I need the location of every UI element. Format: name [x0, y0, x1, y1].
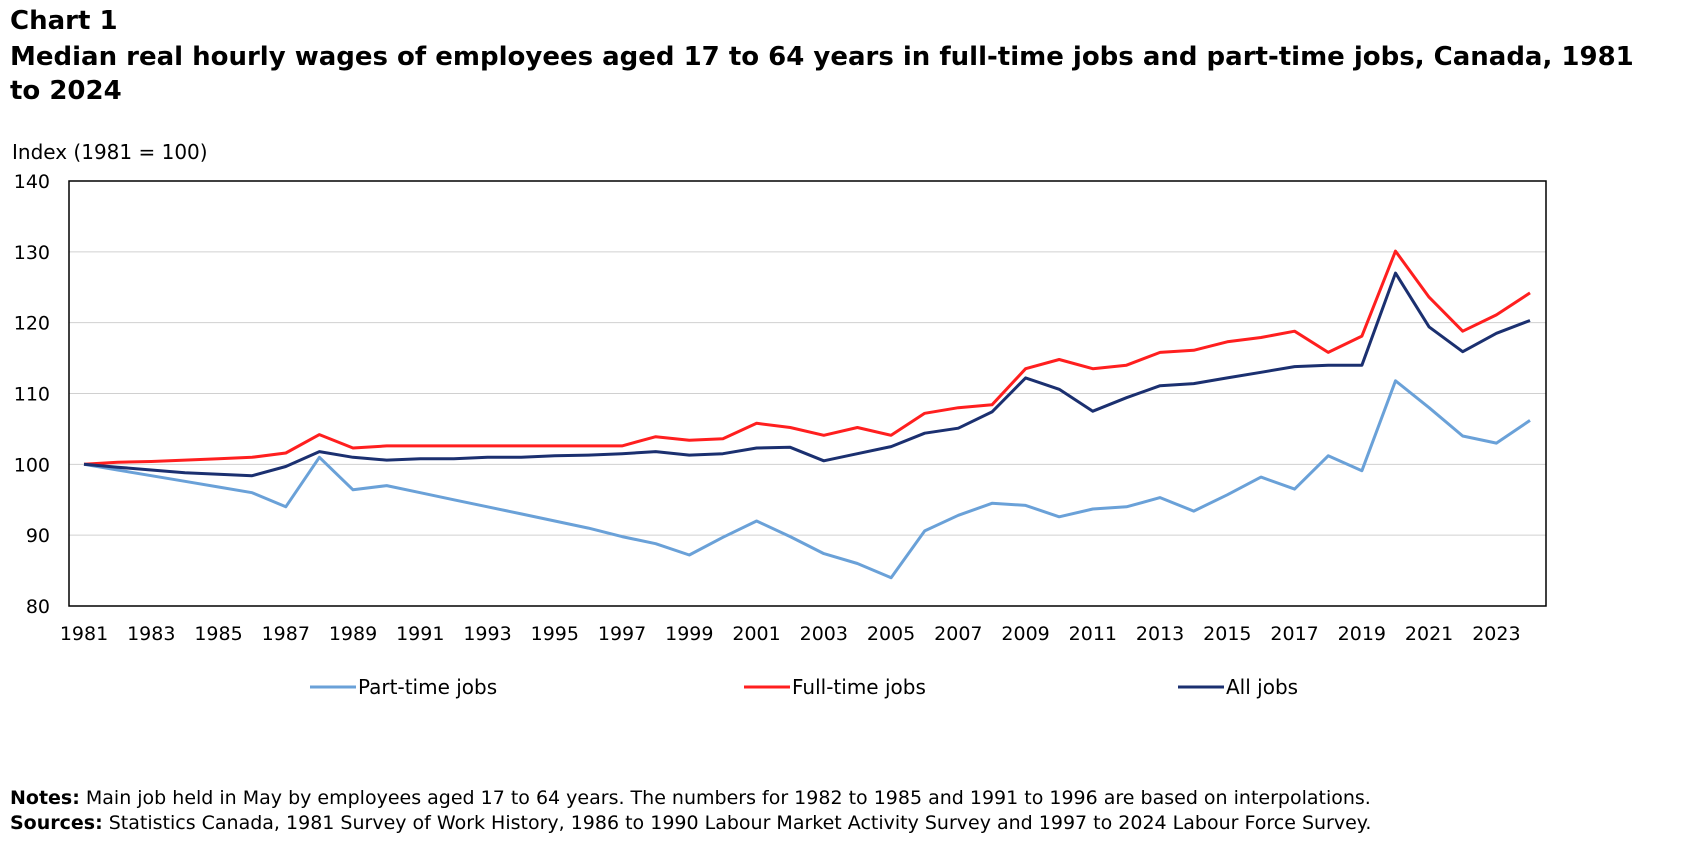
footnotes: Notes: Main job held in May by employees…: [10, 786, 1371, 836]
legend-label: Full-time jobs: [792, 675, 926, 699]
y-axis-ticks: 80 90 100 110 120 130 140: [14, 171, 50, 618]
y-tick-label: 120: [14, 313, 50, 335]
series-line-full-time-jobs: [83, 249, 1531, 466]
x-tick-label: 2013: [1136, 623, 1184, 645]
y-tick-label: 110: [14, 384, 50, 406]
legend: Part-time jobs Full-time jobs All jobs: [310, 675, 1298, 699]
y-tick-label: 80: [26, 596, 50, 618]
sources-text: Statistics Canada, 1981 Survey of Work H…: [102, 812, 1372, 834]
x-tick-label: 2007: [934, 623, 982, 645]
legend-label: All jobs: [1226, 675, 1298, 699]
x-tick-label: 1985: [194, 623, 242, 645]
series-line-all-jobs: [83, 271, 1531, 478]
gridlines: [69, 251, 1546, 536]
x-tick-label: 1997: [598, 623, 646, 645]
x-tick-label: 2021: [1405, 623, 1453, 645]
x-tick-label: 2003: [800, 623, 848, 645]
notes-label: Notes:: [10, 787, 80, 809]
x-tick-label: 2009: [1001, 623, 1049, 645]
x-tick-label: 2011: [1069, 623, 1117, 645]
x-tick-label: 1983: [127, 623, 175, 645]
legend-label: Part-time jobs: [358, 675, 497, 699]
series-line-part-time-jobs: [83, 379, 1531, 580]
notes-text: Main job held in May by employees aged 1…: [79, 787, 1371, 809]
sources-line: Sources: Statistics Canada, 1981 Survey …: [10, 811, 1371, 836]
x-tick-label: 1995: [531, 623, 579, 645]
chart-title: Median real hourly wages of employees ag…: [10, 42, 1634, 106]
x-tick-label: 2015: [1203, 623, 1251, 645]
x-tick-label: 1987: [262, 623, 310, 645]
x-tick-label: 1989: [329, 623, 377, 645]
x-tick-label: 2017: [1270, 623, 1318, 645]
y-tick-label: 140: [14, 171, 50, 193]
chart-label: Chart 1: [10, 6, 118, 36]
x-tick-label: 2023: [1472, 623, 1520, 645]
notes-line: Notes: Main job held in May by employees…: [10, 786, 1371, 811]
y-tick-label: 100: [14, 454, 50, 476]
x-tick-label: 1999: [665, 623, 713, 645]
sources-label: Sources:: [10, 812, 103, 834]
x-tick-label: 2005: [867, 623, 915, 645]
y-tick-label: 130: [14, 242, 50, 264]
x-tick-label: 2001: [732, 623, 780, 645]
plot-frame: [68, 180, 1547, 607]
y-axis-label: Index (1981 = 100): [12, 140, 208, 164]
legend-item: Full-time jobs: [744, 675, 926, 699]
x-tick-label: 1991: [396, 623, 444, 645]
y-tick-label: 90: [26, 525, 50, 547]
x-tick-label: 1993: [463, 623, 511, 645]
x-axis-ticks: 1981 1983 1985 1987 1989 1991 1993 1995 1997 1999…: [60, 623, 1521, 645]
legend-item: All jobs: [1178, 675, 1298, 699]
x-tick-label: 1981: [60, 623, 108, 645]
series-lines: [83, 249, 1531, 580]
x-tick-label: 2019: [1338, 623, 1386, 645]
legend-item: Part-time jobs: [310, 675, 497, 699]
